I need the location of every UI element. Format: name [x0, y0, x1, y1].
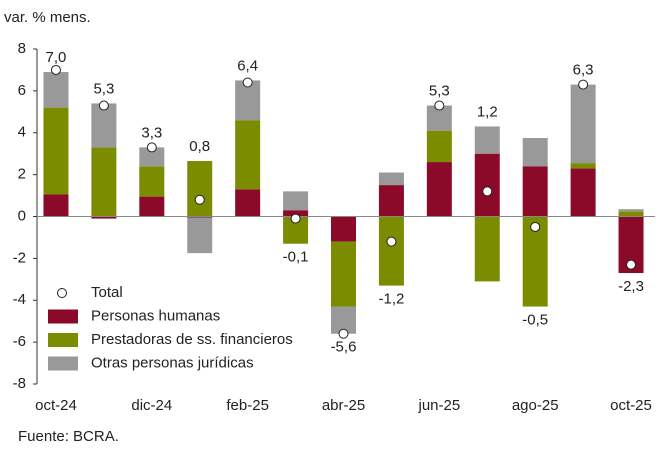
y-axis-label: var. % mens. [4, 9, 91, 26]
x-tick-label: jun-25 [417, 397, 460, 414]
value-label: 6,3 [573, 62, 594, 79]
value-label: -1,2 [378, 291, 404, 308]
total-point [434, 100, 445, 111]
bar-segment [139, 147, 165, 167]
x-tick-label: feb-25 [226, 397, 269, 414]
total-point [290, 213, 301, 224]
bar-segment [618, 209, 644, 212]
y-tick-label: -2 [13, 249, 26, 266]
value-label: -2,3 [618, 278, 644, 295]
value-label: 0,8 [189, 138, 210, 155]
total-point [482, 186, 493, 197]
bar-segment [283, 191, 309, 211]
bar-segment [570, 168, 596, 217]
y-tick-label: 4 [18, 124, 26, 141]
source-note: Fuente: BCRA. [18, 428, 119, 445]
bar-segment [378, 172, 404, 186]
bar-segment [378, 216, 404, 286]
bar-segment [43, 107, 69, 195]
value-label: 5,3 [429, 83, 450, 100]
legend-symbol [48, 309, 78, 324]
total-point [530, 221, 541, 232]
bar-segment [187, 216, 213, 218]
bar-segment [331, 216, 356, 242]
bar-segment [235, 189, 261, 217]
legend-label: Otras personas jurídicas [91, 354, 254, 371]
legend-label: Total [91, 284, 123, 301]
bar-segment [283, 210, 309, 217]
x-tick-label: ago-25 [512, 397, 559, 414]
y-tick-label: 6 [18, 82, 26, 99]
total-point [578, 79, 589, 90]
value-label: -5,6 [331, 339, 357, 356]
y-tick-label: -8 [13, 375, 26, 392]
bar-segment [522, 137, 548, 167]
bar-segment [474, 153, 500, 217]
total-point [338, 328, 349, 339]
bar-segment [235, 120, 261, 190]
value-label: -0,5 [522, 312, 548, 329]
value-label: -0,1 [283, 249, 309, 266]
bar-segment [139, 166, 165, 197]
value-label: 5,3 [93, 80, 114, 97]
bar-segment [426, 130, 452, 163]
y-tick-label: 0 [18, 207, 26, 224]
y-tick-label: -6 [13, 333, 26, 350]
total-point [386, 236, 397, 247]
x-tick-label: oct-25 [610, 397, 652, 414]
legend-label: Prestadoras de ss. financieros [91, 331, 293, 348]
bar-segment [139, 196, 165, 217]
x-tick-label: oct-24 [35, 397, 77, 414]
y-tick-label: -4 [13, 291, 26, 308]
bar-segment [187, 217, 213, 254]
bar-segment [43, 72, 69, 108]
value-label: 6,4 [237, 57, 258, 74]
bar-segment [522, 166, 548, 217]
y-tick-label: 2 [18, 166, 26, 183]
value-label: 1,2 [477, 103, 498, 120]
bar-segment [91, 147, 117, 217]
bar-segment [43, 194, 69, 217]
x-tick-label: abr-25 [322, 397, 365, 414]
legend-label: Personas humanas [91, 307, 220, 324]
bar-segment [187, 161, 213, 217]
bar-segment [570, 163, 596, 169]
bar-segment [91, 216, 117, 219]
bar-segment [618, 211, 644, 217]
total-point [50, 64, 61, 75]
value-label: 3,3 [141, 124, 162, 141]
legend-symbol [48, 333, 78, 347]
total-point [626, 259, 637, 270]
bar-segment [474, 126, 500, 154]
y-tick-label: 8 [18, 40, 26, 57]
legend-symbol [57, 288, 67, 298]
legend-symbol [48, 356, 78, 371]
x-tick-label: dic-24 [131, 397, 172, 414]
bar-segment [378, 185, 404, 217]
total-point [194, 194, 205, 205]
bar-segment [474, 216, 500, 282]
total-point [146, 142, 157, 153]
bar-segment [570, 84, 596, 164]
total-point [98, 100, 109, 111]
bar-segment [426, 162, 452, 217]
bar-segment [91, 103, 117, 148]
value-label: 7,0 [46, 49, 67, 66]
bar-segment [331, 241, 356, 307]
total-point [242, 77, 253, 88]
